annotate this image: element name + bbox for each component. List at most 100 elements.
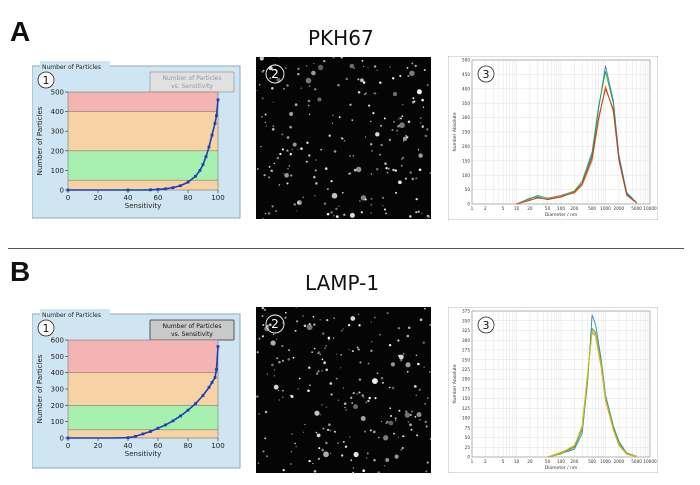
size-distribution-chart-b: 0255075100125150175200225250275300325350… — [448, 307, 658, 473]
particle-dot — [360, 78, 364, 83]
circled-number-3: 3 — [483, 68, 490, 81]
particle-dot — [353, 451, 359, 458]
particle-dot — [284, 172, 289, 178]
particle-dot — [343, 140, 346, 142]
particle-dot — [343, 213, 346, 216]
particle-dot — [274, 209, 278, 213]
particle-dot — [337, 399, 339, 401]
particle-dot — [297, 67, 300, 71]
particle-dot — [348, 155, 351, 157]
xtick-label-0: 0 — [66, 442, 70, 450]
particle-dot — [314, 195, 316, 197]
particle-dot — [313, 469, 317, 473]
particle-dot — [273, 384, 279, 390]
particle-dot — [308, 459, 311, 463]
particle-dot — [273, 375, 276, 377]
particle-dot — [372, 430, 376, 434]
particle-dot — [362, 469, 366, 473]
particle-dot — [319, 414, 322, 416]
particle-dot — [262, 450, 265, 453]
particle-dot — [297, 72, 300, 76]
ytick-label-3: 300 — [51, 386, 64, 394]
particle-dot — [343, 402, 347, 406]
particle-dot — [309, 384, 311, 387]
particle-dot — [399, 117, 401, 119]
particle-dot — [313, 63, 315, 65]
particle-dot — [363, 397, 365, 399]
circled-number-2: 2 — [271, 317, 279, 331]
ytick-label-2: 50 — [465, 435, 471, 440]
panel-letter-b: B — [10, 256, 31, 287]
x-axis-label: Sensitivity — [125, 202, 161, 210]
circled-number-1: 1 — [43, 322, 50, 335]
xtick-label-10: 2000 — [614, 459, 625, 464]
xtick-label-2: 5 — [502, 206, 505, 211]
particle-dot — [279, 152, 282, 156]
particle-dot — [382, 197, 384, 199]
particle-dot — [379, 333, 381, 336]
particle-dot — [321, 369, 323, 372]
ytick-label-11: 275 — [462, 348, 470, 353]
particle-dot — [352, 471, 355, 473]
particle-dot — [317, 64, 324, 71]
particle-dot — [315, 159, 317, 161]
particle-dot — [364, 430, 367, 433]
particle-dot — [368, 396, 371, 400]
particle-dot — [312, 315, 315, 318]
series-line-run4 — [516, 88, 637, 205]
particle-dot — [375, 167, 379, 171]
particle-dot — [420, 117, 422, 119]
particle-dot — [337, 83, 340, 87]
particle-dot — [351, 350, 354, 353]
xtick-label-4: 80 — [184, 442, 193, 450]
particle-dot — [308, 113, 311, 115]
particle-dot — [313, 175, 316, 179]
particle-dot — [390, 414, 393, 418]
particle-dot — [360, 416, 366, 421]
particle-dot — [308, 366, 311, 369]
point-17 — [213, 376, 217, 379]
particle-dot — [405, 135, 407, 137]
particle-dot — [402, 140, 405, 142]
particle-dot — [259, 57, 264, 61]
particle-dot — [356, 166, 362, 173]
particle-dot — [262, 324, 265, 326]
particle-dot — [389, 386, 391, 389]
particle-dot — [397, 339, 400, 342]
particle-dot — [370, 321, 372, 323]
particle-dot — [370, 120, 372, 123]
particle-dot — [413, 385, 417, 388]
particle-dot — [412, 97, 415, 100]
particle-dot — [388, 343, 392, 347]
particle-dot — [330, 211, 333, 214]
point-15 — [204, 155, 208, 159]
particle-dot — [367, 104, 371, 107]
particle-dot — [417, 210, 420, 213]
particle-dot — [323, 361, 326, 365]
particle-dot — [290, 450, 293, 453]
particle-dot — [399, 122, 405, 129]
particle-dot — [281, 133, 284, 136]
y-axis-label: Number Absolute — [452, 112, 458, 151]
particle-dot — [350, 459, 353, 462]
particle-dot — [294, 329, 297, 332]
xtick-label-6: 100 — [557, 206, 565, 211]
x-axis-label: Diameter / nm — [545, 465, 578, 471]
circled-number-2: 2 — [271, 67, 279, 81]
ytick-label-0: 0 — [60, 435, 64, 443]
particle-dot — [342, 328, 344, 330]
particle-dot — [359, 361, 362, 364]
particle-dot — [340, 57, 343, 59]
particle-dot — [264, 212, 267, 215]
particle-dot — [290, 174, 293, 177]
particle-dot — [425, 470, 428, 473]
point-11 — [179, 414, 182, 418]
particle-dot — [369, 429, 372, 432]
particle-dot — [340, 354, 342, 356]
particle-dot — [258, 413, 260, 415]
plot-frame — [471, 310, 651, 458]
particle-dot — [401, 447, 404, 449]
particle-dot — [367, 399, 370, 403]
